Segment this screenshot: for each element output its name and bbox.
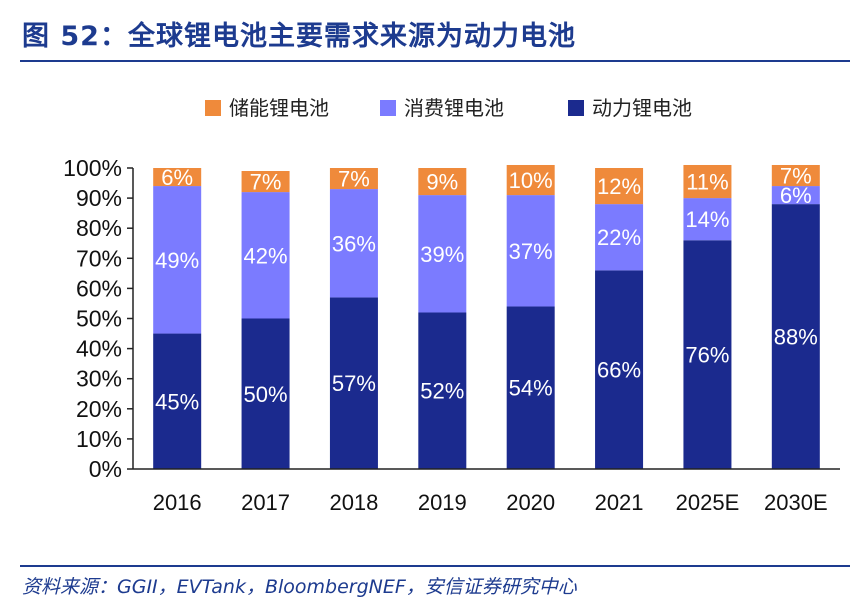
- legend-swatch-2: [568, 100, 584, 116]
- y-tick-label: 30%: [76, 366, 122, 392]
- y-tick-label: 80%: [76, 215, 122, 241]
- bar-segment: [771, 164, 820, 187]
- bar-segment: [418, 195, 467, 313]
- bar-segment: [329, 168, 378, 190]
- x-tick-label: 2016: [153, 490, 202, 515]
- x-tick-label: 2018: [329, 490, 378, 515]
- y-tick-label: 10%: [76, 426, 122, 452]
- bar-segment: [506, 164, 555, 196]
- bar-segment: [595, 270, 644, 469]
- top-rule: [20, 60, 850, 62]
- bar-data-label: 76%: [685, 343, 729, 368]
- x-tick-label: 2025E: [676, 490, 740, 515]
- y-tick-label: 50%: [76, 306, 122, 332]
- x-tick-label: 2017: [241, 490, 290, 515]
- y-tick-label: 90%: [76, 185, 122, 211]
- bar-segment: [418, 168, 467, 196]
- bar-data-label: 6%: [161, 165, 193, 190]
- x-tick-label: 2020: [506, 490, 555, 515]
- y-axis: 0% 10% 20% 30% 40% 50% 60% 70% 80% 90% 100%: [63, 155, 134, 482]
- figure-title: 图 52：全球锂电池主要需求来源为动力电池: [22, 21, 576, 52]
- bar-segment: [595, 204, 644, 271]
- y-tick-label: 20%: [76, 396, 122, 422]
- bar-data-label: 50%: [244, 382, 288, 407]
- x-tick-label: 2019: [418, 490, 467, 515]
- bar-data-label: 7%: [338, 167, 370, 192]
- stacked-bar-chart: 储能锂电池 消费锂电池 动力锂电池 0% 10% 20% 30% 40% 50% 60% 70% 8…: [63, 97, 840, 515]
- bar-segment: [506, 195, 555, 307]
- bar-data-label: 10%: [509, 168, 553, 193]
- bar-segment: [329, 189, 378, 298]
- bar-segment: [153, 168, 202, 187]
- bar-data-label: 49%: [155, 248, 199, 273]
- bar-data-label: 88%: [774, 325, 818, 350]
- bar-data-label: 36%: [332, 231, 376, 256]
- bar-data-label: 54%: [509, 376, 553, 401]
- bar-segment: [771, 186, 820, 205]
- y-tick-label: 0%: [89, 456, 122, 482]
- bar-data-label: 42%: [244, 243, 288, 268]
- bar-segment: [241, 318, 290, 469]
- bar-data-label: 12%: [597, 174, 641, 199]
- bar-data-label: 37%: [509, 239, 553, 264]
- bar-data-label: 45%: [155, 389, 199, 414]
- bar-segment: [683, 240, 732, 469]
- bar-segment: [595, 168, 644, 205]
- bar-segment: [418, 312, 467, 469]
- bar-data-label: 14%: [685, 207, 729, 232]
- y-tick-label: 60%: [76, 275, 122, 301]
- bar-group: 45% 49% 6% 50% 42% 7% 57% 36% 7% 52% 39% 9% 54% 37% 10…: [153, 164, 820, 469]
- bar-segment: [241, 171, 290, 193]
- bar-data-label: 57%: [332, 371, 376, 396]
- figure-header: 图 52：全球锂电池主要需求来源为动力电池: [0, 0, 860, 60]
- bar-data-label: 6%: [780, 183, 812, 208]
- bar-data-label: 11%: [686, 170, 728, 195]
- bar-data-label: 9%: [426, 170, 458, 195]
- y-tick-label: 100%: [63, 155, 122, 181]
- legend-label-2: 动力锂电池: [592, 97, 692, 120]
- bar-data-label: 7%: [780, 164, 812, 189]
- y-tick-label: 40%: [76, 336, 122, 362]
- bar-data-label: 66%: [597, 358, 641, 383]
- legend-label-0: 储能锂电池: [229, 97, 329, 120]
- bar-data-label: 39%: [420, 242, 464, 267]
- x-axis: 2016 2017 2018 2019 2020 2021 2025E 2030E: [133, 468, 840, 515]
- bar-data-label: 7%: [250, 170, 282, 195]
- legend-swatch-1: [380, 100, 396, 116]
- source-note: 资料来源：GGII，EVTank，BloombergNEF，安信证券研究中心: [22, 576, 577, 598]
- bar-segment: [506, 306, 555, 469]
- bar-segment: [241, 192, 290, 319]
- bar-segment: [771, 204, 820, 469]
- bottom-rule: [20, 565, 850, 567]
- bar-data-label: 22%: [597, 225, 641, 250]
- bar-segment: [683, 198, 732, 241]
- bar-segment: [153, 333, 202, 469]
- bar-segment: [153, 186, 202, 334]
- chart-legend: 储能锂电池 消费锂电池 动力锂电池: [205, 97, 692, 120]
- bar-data-label: 52%: [420, 379, 464, 404]
- bar-segment: [683, 164, 732, 199]
- x-tick-label: 2030E: [764, 490, 828, 515]
- legend-swatch-0: [205, 100, 221, 116]
- bar-segment: [329, 297, 378, 469]
- y-tick-label: 70%: [76, 245, 122, 271]
- x-tick-label: 2021: [595, 490, 644, 515]
- legend-label-1: 消费锂电池: [404, 97, 504, 120]
